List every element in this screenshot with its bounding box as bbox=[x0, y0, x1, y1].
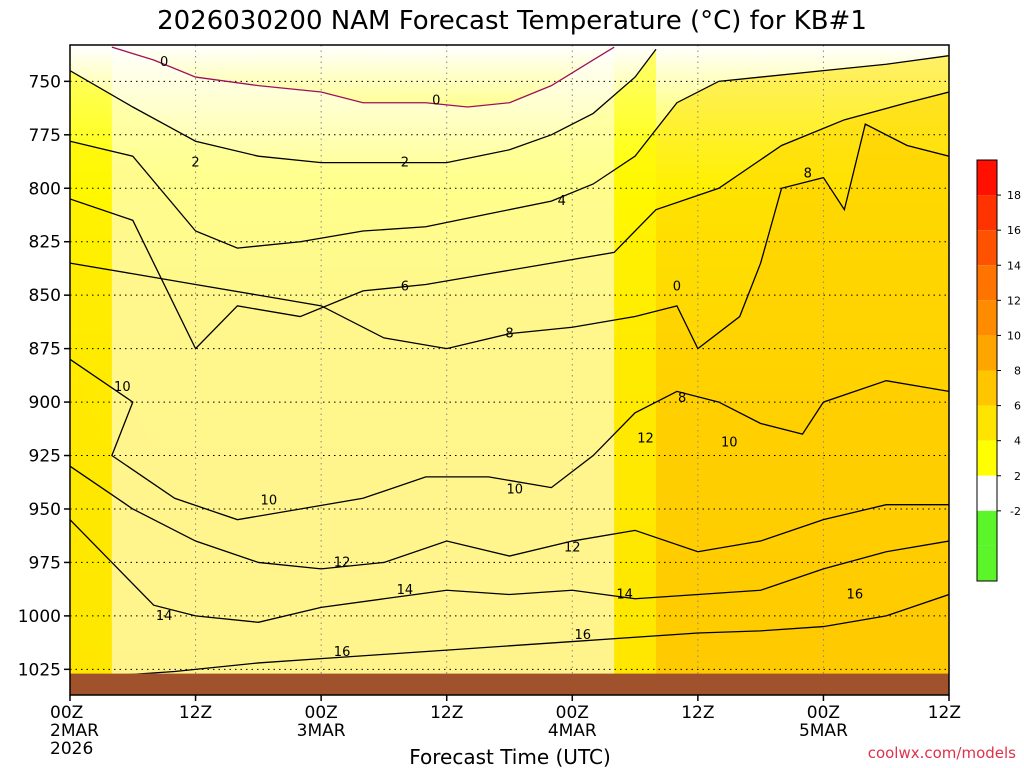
x-tick-label: 00Z bbox=[556, 703, 589, 723]
x-tick-label: 00Z bbox=[50, 703, 83, 723]
y-tick-label: 1000 bbox=[18, 607, 61, 627]
y-tick-label: 750 bbox=[29, 72, 61, 92]
contour-label: 10 bbox=[114, 380, 131, 395]
contour-label: 8 bbox=[678, 391, 686, 406]
x-tick-label: 4MAR bbox=[548, 721, 597, 741]
grid-lines bbox=[70, 45, 949, 695]
y-tick-label: 825 bbox=[29, 233, 61, 253]
x-axis-label: Forecast Time (UTC) bbox=[409, 745, 611, 768]
colorbar-bin bbox=[977, 370, 997, 406]
colorbar-tick-label: 4 bbox=[1014, 435, 1021, 448]
colorbar-tick-label: 2 bbox=[1014, 470, 1021, 483]
y-tick-label: 900 bbox=[29, 393, 61, 413]
x-tick-label: 2026 bbox=[50, 739, 93, 759]
x-tick-label: 5MAR bbox=[799, 721, 848, 741]
contour-label: 8 bbox=[804, 166, 812, 181]
isotherm-2 bbox=[70, 48, 657, 164]
ground-surface bbox=[70, 673, 949, 695]
isotherm-lines bbox=[70, 46, 949, 681]
colorbar-bin bbox=[977, 440, 997, 476]
y-tick-label: 975 bbox=[29, 553, 61, 573]
y-tick-label: 875 bbox=[29, 340, 61, 360]
y-tick-label: 850 bbox=[29, 286, 61, 306]
y-axis: 750 775 800 825 850 875 900 925 950 975 1000 1025 bbox=[18, 72, 70, 680]
contour-label: 0 bbox=[673, 280, 681, 295]
plot-area: 0 0 2 2 4 6 8 8 8 0 10 10 10 10 12 12 12 14 14 14 16 16 16 bbox=[70, 45, 949, 695]
contour-label: 8 bbox=[505, 327, 513, 342]
plot-frame bbox=[69, 44, 950, 696]
y-tick-label: 800 bbox=[29, 179, 61, 199]
colorbar-bin bbox=[977, 335, 997, 371]
colorbar-bin bbox=[977, 195, 997, 231]
colorbar-bin bbox=[977, 230, 997, 266]
contour-label: 16 bbox=[847, 588, 864, 603]
colorbar-bin bbox=[977, 265, 997, 301]
contour-label: 16 bbox=[334, 645, 351, 660]
colorbar-tick-label: -2 bbox=[1010, 505, 1021, 518]
colorbar: 18 16 14 12 10 8 6 4 2 -2 bbox=[976, 159, 1021, 582]
contour-label: 0 bbox=[432, 94, 440, 109]
credit-link[interactable]: coolwx.com/models bbox=[868, 744, 1016, 762]
x-tick-label: 00Z bbox=[807, 703, 840, 723]
y-tick-label: 1025 bbox=[18, 660, 61, 680]
contour-label: 14 bbox=[616, 588, 633, 603]
colorbar-tick-label: 10 bbox=[1007, 329, 1021, 342]
x-tick-label: 00Z bbox=[305, 703, 338, 723]
temperature-bands bbox=[70, 47, 949, 695]
isotherm-14 bbox=[70, 519, 949, 623]
chart-title: 2026030200 NAM Forecast Temperature (°C)… bbox=[157, 6, 867, 36]
x-tick-label: 12Z bbox=[928, 703, 961, 723]
x-tick-label: 12Z bbox=[681, 703, 714, 723]
contour-labels: 0 0 2 2 4 6 8 8 8 0 10 10 10 10 12 12 12 14 14 14 16 16 16 bbox=[114, 55, 863, 660]
x-tick-label: 12Z bbox=[179, 703, 212, 723]
y-tick-label: 925 bbox=[29, 447, 61, 467]
y-tick-label: 950 bbox=[29, 500, 61, 520]
band-above-0 bbox=[111, 47, 615, 695]
isotherm-8 bbox=[70, 123, 949, 350]
isotherm-4 bbox=[70, 55, 949, 249]
contour-label: 10 bbox=[261, 493, 278, 508]
colorbar-bin bbox=[977, 510, 997, 546]
colorbar-bin bbox=[977, 300, 997, 336]
colorbar-tick-label: 8 bbox=[1014, 365, 1021, 378]
colorbar-bin bbox=[977, 475, 997, 511]
contour-label: 12 bbox=[334, 555, 351, 570]
colorbar-tick-label: 18 bbox=[1007, 189, 1021, 202]
contour-label: 6 bbox=[401, 280, 409, 295]
colorbar-tick-label: 14 bbox=[1007, 259, 1021, 272]
isotherm-10 bbox=[70, 358, 949, 521]
contour-label: 2 bbox=[191, 156, 199, 171]
x-tick-label: 2MAR bbox=[50, 721, 99, 741]
contour-label: 14 bbox=[156, 609, 173, 624]
contour-label: 10 bbox=[506, 483, 523, 498]
y-tick-label: 775 bbox=[29, 126, 61, 146]
colorbar-tick-label: 12 bbox=[1007, 294, 1021, 307]
x-tick-label: 3MAR bbox=[297, 721, 346, 741]
contour-label: 12 bbox=[637, 431, 654, 446]
isotherm-16 bbox=[70, 593, 949, 681]
contour-label: 0 bbox=[160, 55, 168, 70]
contour-label: 10 bbox=[721, 436, 738, 451]
isotherm-12 bbox=[70, 465, 949, 570]
contour-label: 4 bbox=[558, 194, 566, 209]
isotherm-0 bbox=[111, 46, 615, 108]
colorbar-bin bbox=[977, 405, 997, 441]
colorbar-bin bbox=[977, 160, 997, 196]
isotherm-6 bbox=[70, 91, 949, 350]
colorbar-tick-label: 6 bbox=[1014, 400, 1021, 413]
contour-label: 2 bbox=[401, 156, 409, 171]
contour-label: 16 bbox=[574, 628, 591, 643]
colorbar-tick-label: 16 bbox=[1007, 224, 1021, 237]
colorbar-bin bbox=[977, 545, 997, 581]
contour-label: 14 bbox=[397, 583, 414, 598]
contour-label: 12 bbox=[564, 540, 581, 555]
x-tick-label: 12Z bbox=[430, 703, 463, 723]
